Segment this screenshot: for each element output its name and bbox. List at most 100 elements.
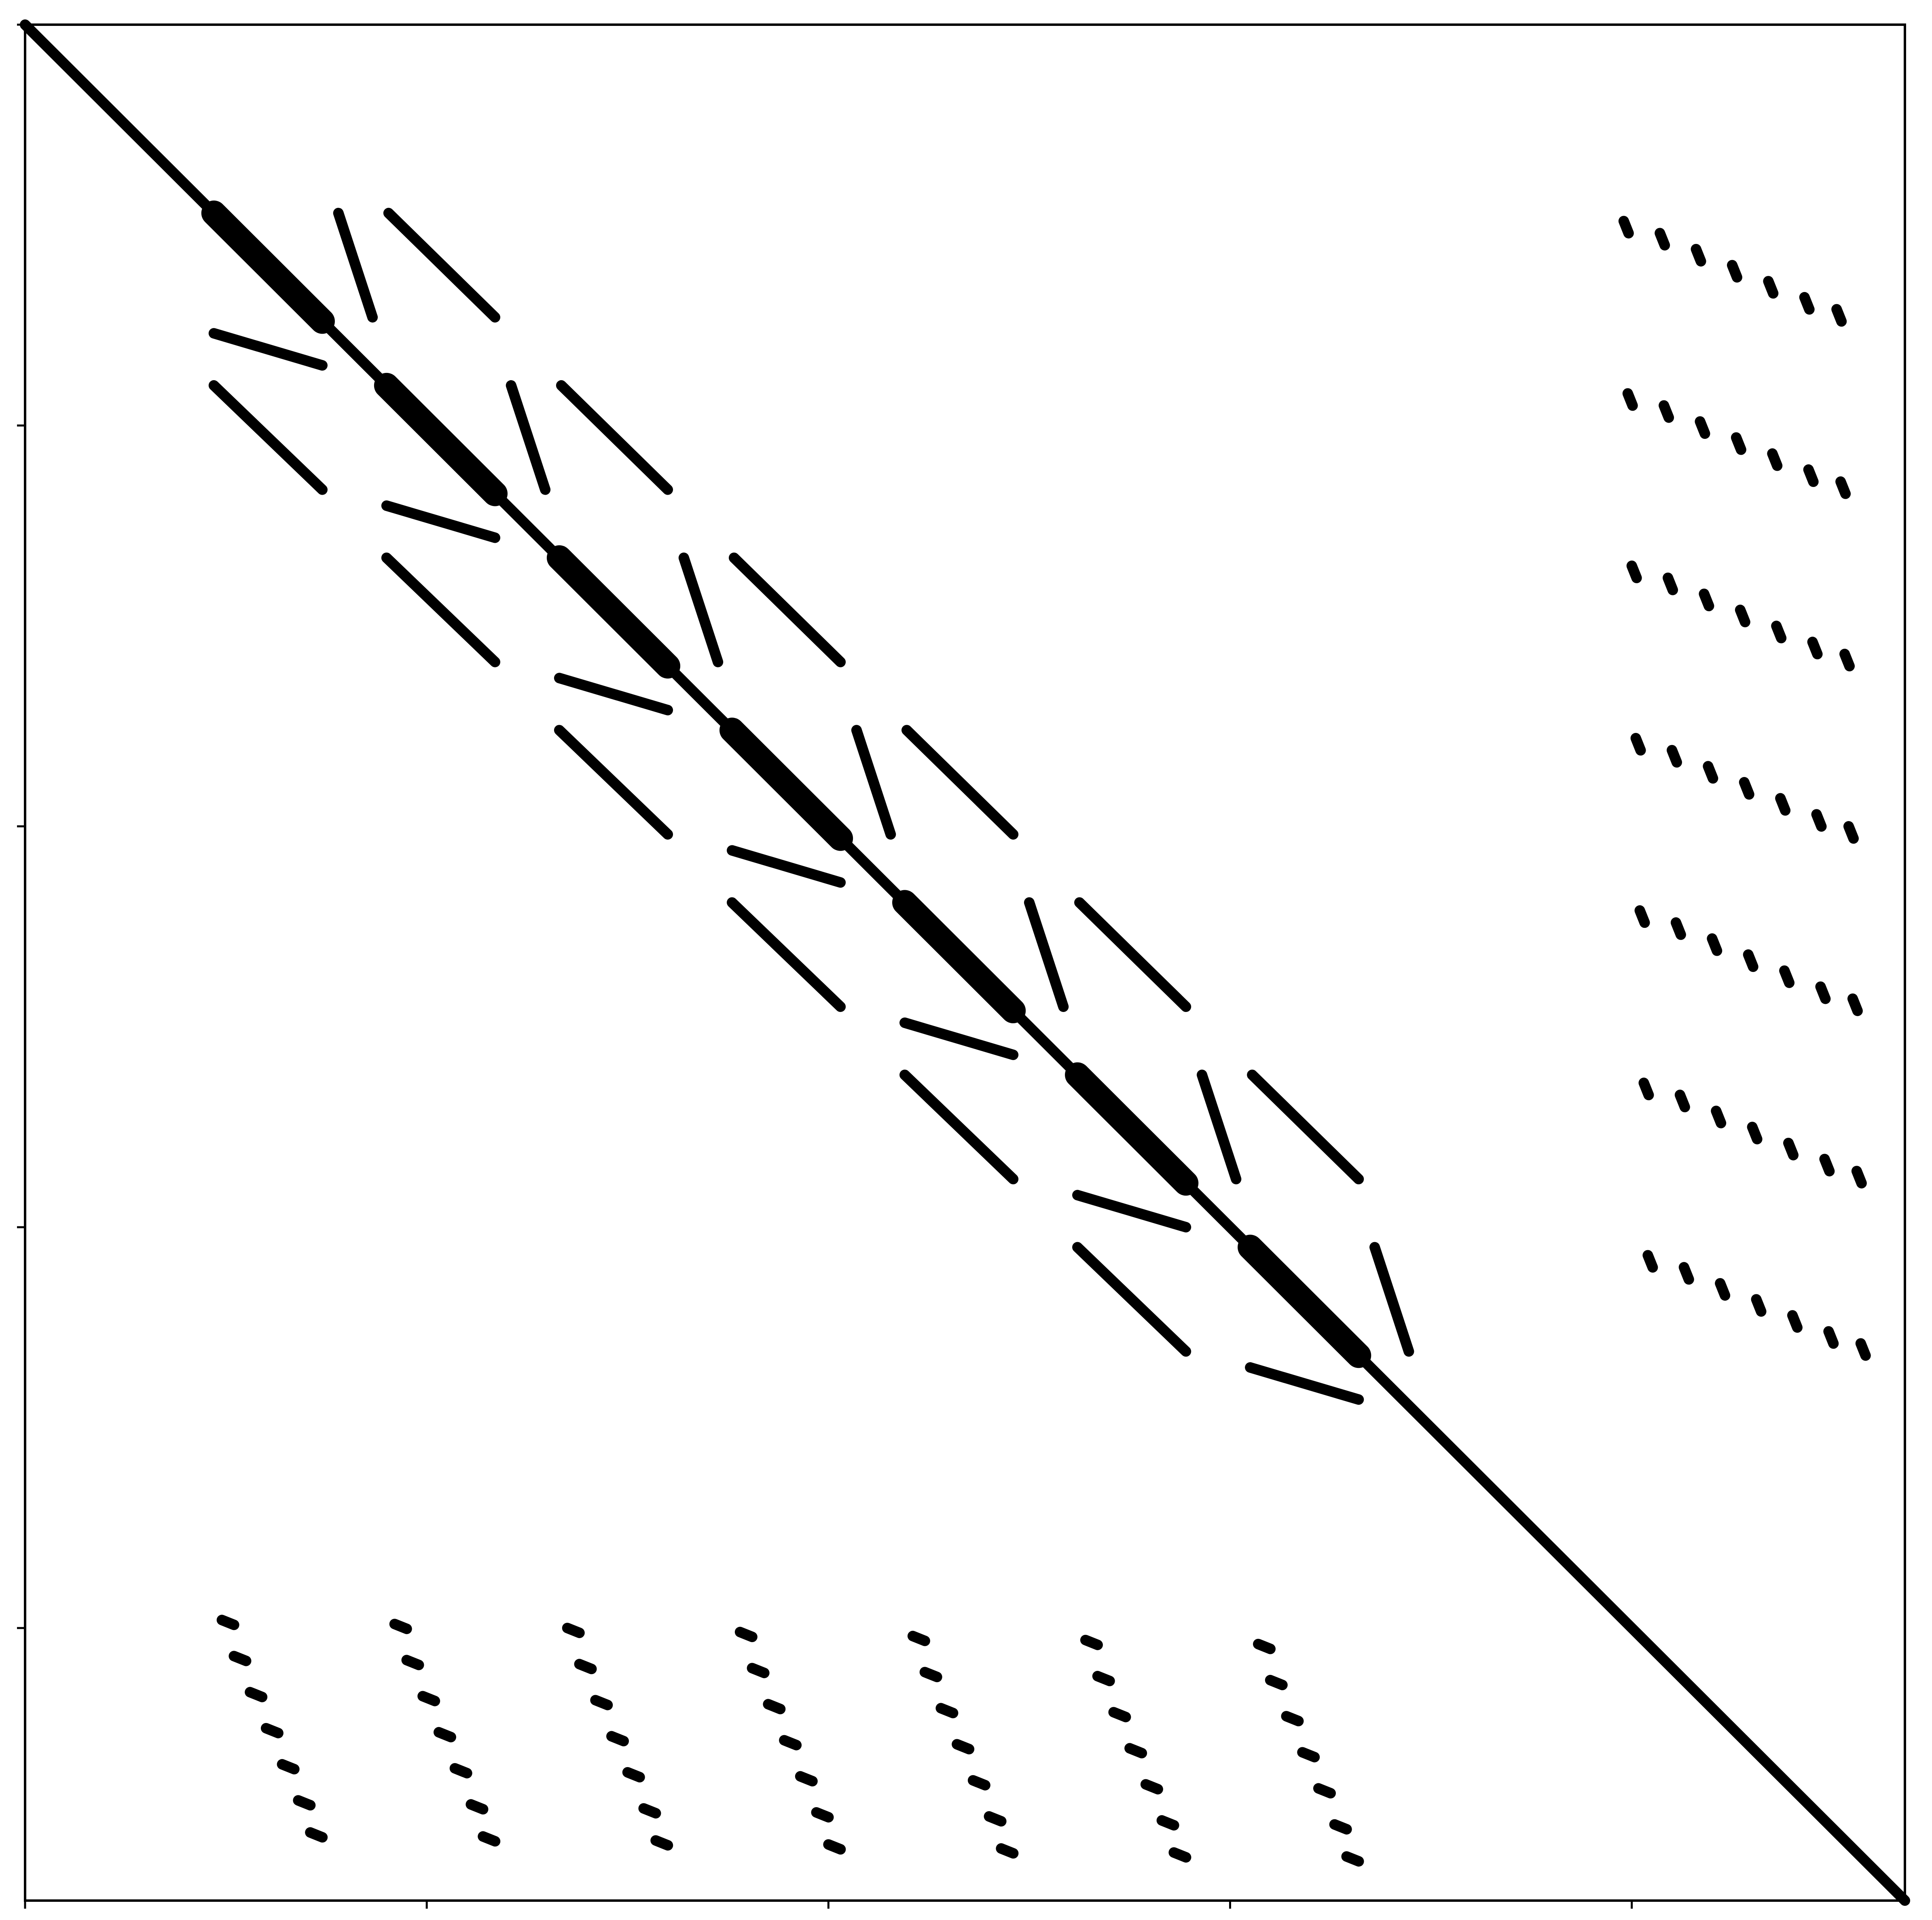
nonzero-dot <box>1735 604 1750 627</box>
nonzero-dot <box>305 1827 328 1843</box>
nonzero-line <box>678 553 724 667</box>
nonzero-line <box>1024 897 1069 1012</box>
nonzero-dot <box>1843 821 1859 844</box>
nonzero-dot <box>1341 1851 1364 1867</box>
nonzero-dot <box>1092 1671 1115 1687</box>
nonzero-dot <box>1799 292 1815 315</box>
nonzero-dot <box>1835 476 1851 499</box>
nonzero-line <box>901 725 1019 840</box>
nonzero-line <box>208 380 328 495</box>
nonzero-dot <box>433 1727 456 1742</box>
nonzero-dot <box>1763 276 1779 299</box>
nonzero-dot <box>1678 1262 1694 1285</box>
nonzero-dot <box>984 1811 1007 1827</box>
nonzero-dot <box>1297 1747 1320 1763</box>
nonzero-dot <box>622 1767 645 1782</box>
nonzero-dot <box>1707 933 1723 956</box>
nonzero-dot <box>478 1831 501 1847</box>
nonzero-band <box>201 200 335 334</box>
nonzero-dot <box>747 1663 770 1679</box>
nonzero-dot <box>1847 993 1863 1016</box>
nonzero-dot <box>606 1731 629 1746</box>
nonzero-dot <box>1803 464 1819 487</box>
nonzero-line <box>381 553 500 667</box>
nonzero-dot <box>1751 1294 1767 1317</box>
nonzero-dot <box>293 1795 316 1811</box>
nonzero-dot <box>1642 1250 1658 1273</box>
nonzero-line <box>1072 1190 1191 1233</box>
nonzero-dot <box>1670 917 1686 940</box>
nonzero-line <box>554 673 673 716</box>
nonzero-dot <box>229 1651 252 1666</box>
nonzero-dot <box>277 1759 300 1775</box>
nonzero-dot <box>449 1763 472 1778</box>
nonzero-dot <box>1811 809 1827 832</box>
nonzero-dot <box>1124 1743 1147 1759</box>
nonzero-dot <box>401 1655 424 1670</box>
nonzero-dot <box>245 1687 268 1702</box>
nonzero-line <box>726 845 846 888</box>
nonzero-dot <box>1815 981 1831 1004</box>
nonzero-dot <box>1691 243 1706 267</box>
nonzero-dot <box>779 1735 802 1751</box>
nonzero-dot <box>952 1739 975 1755</box>
nonzero-line <box>1072 1242 1191 1357</box>
nonzero-dot <box>1783 1137 1799 1160</box>
nonzero-band <box>1238 1234 1371 1368</box>
nonzero-dot <box>1626 560 1642 583</box>
nonzero-dot <box>466 1799 489 1815</box>
nonzero-dot <box>1695 416 1710 439</box>
nonzero-dot <box>996 1843 1019 1859</box>
nonzero-dot <box>1253 1638 1276 1654</box>
nonzero-line <box>208 328 328 371</box>
nonzero-dot <box>1823 1326 1839 1349</box>
nonzero-line <box>1074 897 1191 1012</box>
nonzero-dot <box>1747 1122 1763 1145</box>
nonzero-dot <box>1659 400 1674 423</box>
nonzero-dot <box>562 1623 585 1638</box>
nonzero-line <box>726 897 846 1012</box>
nonzero-dot <box>1666 745 1682 768</box>
nonzero-dot <box>1313 1783 1336 1799</box>
nonzero-dot <box>1819 1154 1835 1177</box>
nonzero-dot <box>1168 1847 1191 1863</box>
nonzero-dot <box>811 1807 834 1823</box>
nonzero-dot <box>1703 761 1718 784</box>
nonzero-dot <box>763 1699 786 1715</box>
nonzero-dot <box>1622 388 1638 411</box>
nonzero-line <box>554 725 673 840</box>
nonzero-dot <box>935 1703 959 1719</box>
nonzero-dot <box>1787 1310 1803 1333</box>
nonzero-dot <box>650 1835 673 1851</box>
nonzero-dot <box>823 1839 846 1855</box>
nonzero-dot <box>919 1667 942 1683</box>
nonzero-line <box>556 380 673 495</box>
nonzero-dot <box>1839 648 1855 671</box>
nonzero-dot <box>1699 588 1714 612</box>
nonzero-dot <box>1140 1779 1163 1795</box>
nonzero-line <box>851 725 896 840</box>
nonzero-dot <box>1674 1090 1690 1113</box>
nonzero-band <box>719 718 853 851</box>
nonzero-dot <box>1779 965 1795 988</box>
nonzero-dot <box>1156 1815 1179 1831</box>
nonzero-dot <box>590 1695 613 1710</box>
nonzero-line <box>383 207 500 323</box>
nonzero-dot <box>795 1771 818 1787</box>
nonzero-line <box>1369 1242 1414 1357</box>
nonzero-dot <box>1731 432 1746 455</box>
nonzero-line <box>899 1069 1019 1185</box>
nonzero-line <box>333 207 378 323</box>
nonzero-band <box>892 890 1026 1023</box>
nonzero-dot <box>260 1723 284 1738</box>
nonzero-dot <box>734 1627 758 1643</box>
nonzero-dot <box>1739 777 1754 800</box>
nonzero-dot <box>1080 1634 1103 1650</box>
nonzero-line <box>1245 1362 1364 1405</box>
nonzero-dot <box>1281 1711 1304 1727</box>
nonzero-line <box>728 553 846 667</box>
nonzero-dot <box>216 1615 239 1630</box>
nonzero-band <box>374 373 508 506</box>
nonzero-dot <box>638 1803 661 1819</box>
nonzero-dot <box>1831 304 1847 327</box>
